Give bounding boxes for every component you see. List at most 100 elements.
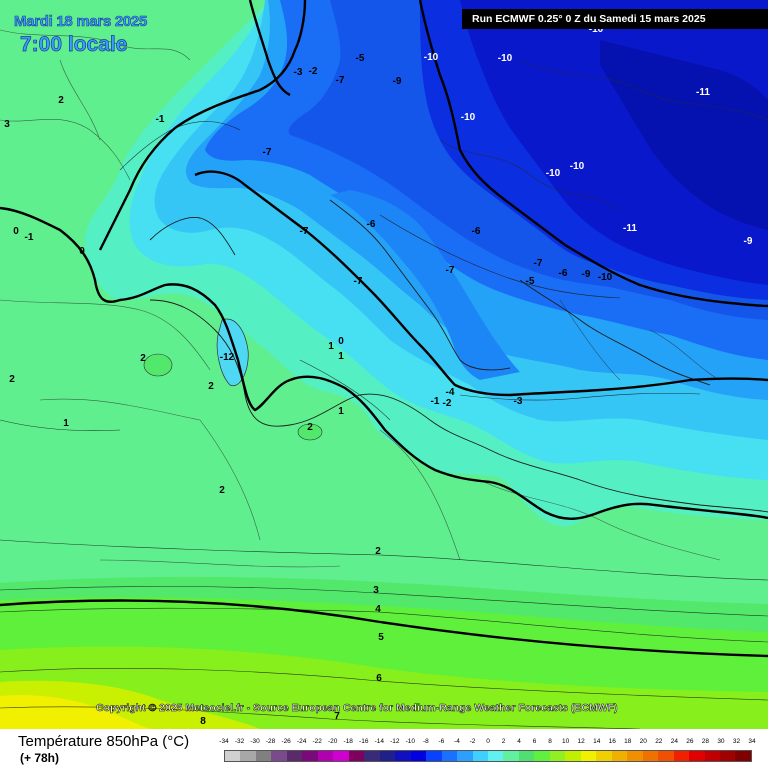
scale-label: -30 — [250, 738, 260, 745]
contour-label: -2 — [309, 66, 318, 77]
contour-label: -6 — [559, 268, 568, 279]
scale-cell — [333, 751, 349, 761]
isotherm-minus5 — [98, 0, 768, 397]
scale-cell — [534, 751, 550, 761]
scale-cell — [271, 751, 287, 761]
contour-label: -5 — [356, 53, 365, 64]
scale-label: -6 — [438, 738, 445, 745]
contour-label: -10 — [424, 52, 439, 63]
scale-label: -32 — [234, 738, 245, 745]
contour-label: -10 — [498, 53, 513, 64]
scale-label: 24 — [670, 738, 678, 745]
scale-label: 30 — [717, 738, 725, 745]
contour-label: -3 — [514, 396, 523, 407]
contour-label: -1 — [156, 114, 165, 125]
scale-cell — [441, 751, 458, 761]
contour-label: -10 — [570, 161, 585, 172]
contour-label: 1 — [63, 418, 69, 429]
scale-label: -16 — [359, 738, 369, 745]
scale-label: 14 — [593, 738, 601, 745]
scale-cell — [503, 751, 519, 761]
scale-cell — [549, 751, 566, 761]
scale-label: -18 — [343, 738, 353, 745]
scale-cell — [642, 751, 659, 761]
scale-cell — [457, 751, 473, 761]
contour-label: -7 — [354, 276, 363, 287]
contour-label: -9 — [744, 236, 753, 247]
coastlines — [149, 199, 768, 513]
scale-cell — [658, 751, 674, 761]
copyright-notice: Copyright © 2025 Meteociel.fr - Source E… — [96, 702, 618, 715]
isotherm-minus10 — [418, 0, 768, 308]
scale-label: -8 — [422, 738, 429, 745]
contour-label: -6 — [472, 226, 481, 237]
scale-cell — [580, 751, 597, 761]
lead-time: (+ 78h) — [20, 751, 60, 765]
contour-label: 5 — [378, 632, 384, 643]
scale-cell — [627, 751, 643, 761]
temperature-map: -10-10 -10-11-10-10-10-11-9-5-9-3 -2-7-1-7… — [0, 0, 768, 729]
scale-cell — [395, 751, 411, 761]
contour-label: -11 — [623, 223, 637, 234]
band-10c — [0, 694, 150, 729]
scale-cell — [255, 751, 272, 761]
scale-label: 4 — [517, 738, 521, 745]
scale-label: -34 — [219, 738, 229, 745]
scale-label: 34 — [748, 738, 756, 745]
scale-label: -12 — [390, 738, 400, 745]
isotherms — [0, 121, 768, 729]
scale-cell — [720, 751, 736, 761]
scale-label: -26 — [281, 738, 291, 745]
field-title: Température 850hPa (°C) — [18, 733, 190, 750]
scale-cell — [673, 751, 690, 761]
scale-label: -28 — [265, 738, 276, 745]
contour-label: 2 — [219, 485, 225, 496]
run-info: Run ECMWF 0.25° 0 Z du Samedi 15 mars 20… — [462, 9, 768, 29]
contour-label: 0 — [79, 246, 85, 257]
contour-label: 2 — [58, 95, 64, 106]
scale-cell — [302, 751, 318, 761]
scale-label: 18 — [624, 738, 632, 745]
contour-label: -7 — [263, 147, 272, 158]
scale-cell — [317, 751, 334, 761]
contour-label: -3 — [294, 67, 303, 78]
scale-label: 10 — [562, 738, 570, 745]
scale-cell — [348, 751, 365, 761]
scale-cell — [379, 751, 396, 761]
scale-label: -20 — [328, 738, 338, 745]
contour-label: 1 — [338, 406, 344, 417]
contour-label: 0 — [13, 226, 19, 237]
scale-cell — [364, 751, 380, 761]
contour-label: -10 — [546, 168, 561, 179]
contour-label: 3 — [4, 119, 10, 130]
scale-cell — [565, 751, 581, 761]
forecast-date: Mardi 18 mars 2025 — [14, 13, 148, 31]
bold-isotherms — [0, 0, 768, 658]
scale-cell — [225, 751, 241, 761]
contour-label: -10 — [461, 112, 476, 123]
scale-cell — [240, 751, 256, 761]
contour-label: -10 — [598, 272, 613, 283]
blob-2c-west — [143, 353, 173, 377]
contour-label: -12 — [220, 352, 235, 363]
color-scale: -34 -32 -30 -28 -26 -24 -22 -20 -18 -16 -14 -12 -10-… — [219, 738, 756, 764]
scale-label: -14 — [374, 738, 384, 745]
contour-label: -10 — [589, 24, 604, 35]
contour-label: 2 — [140, 353, 146, 364]
band-minus11c — [600, 40, 768, 230]
scale-bar — [224, 750, 752, 762]
scale-label: 22 — [655, 738, 663, 745]
scale-label: -10 — [405, 738, 416, 745]
contour-label: -6 — [367, 219, 376, 230]
contour-label: 2 — [9, 374, 15, 385]
isotherm-5 — [0, 599, 768, 658]
contour-label: 8 — [200, 716, 206, 727]
isotherm-minus5-north — [248, 0, 291, 97]
contour-label: 1 — [328, 341, 334, 352]
band-minus5-italy — [330, 190, 520, 380]
scale-label: 16 — [608, 738, 616, 745]
scale-cell — [596, 751, 612, 761]
scale-cell — [472, 751, 488, 761]
scale-label: 12 — [577, 738, 585, 745]
contour-label: 6 — [376, 673, 382, 684]
